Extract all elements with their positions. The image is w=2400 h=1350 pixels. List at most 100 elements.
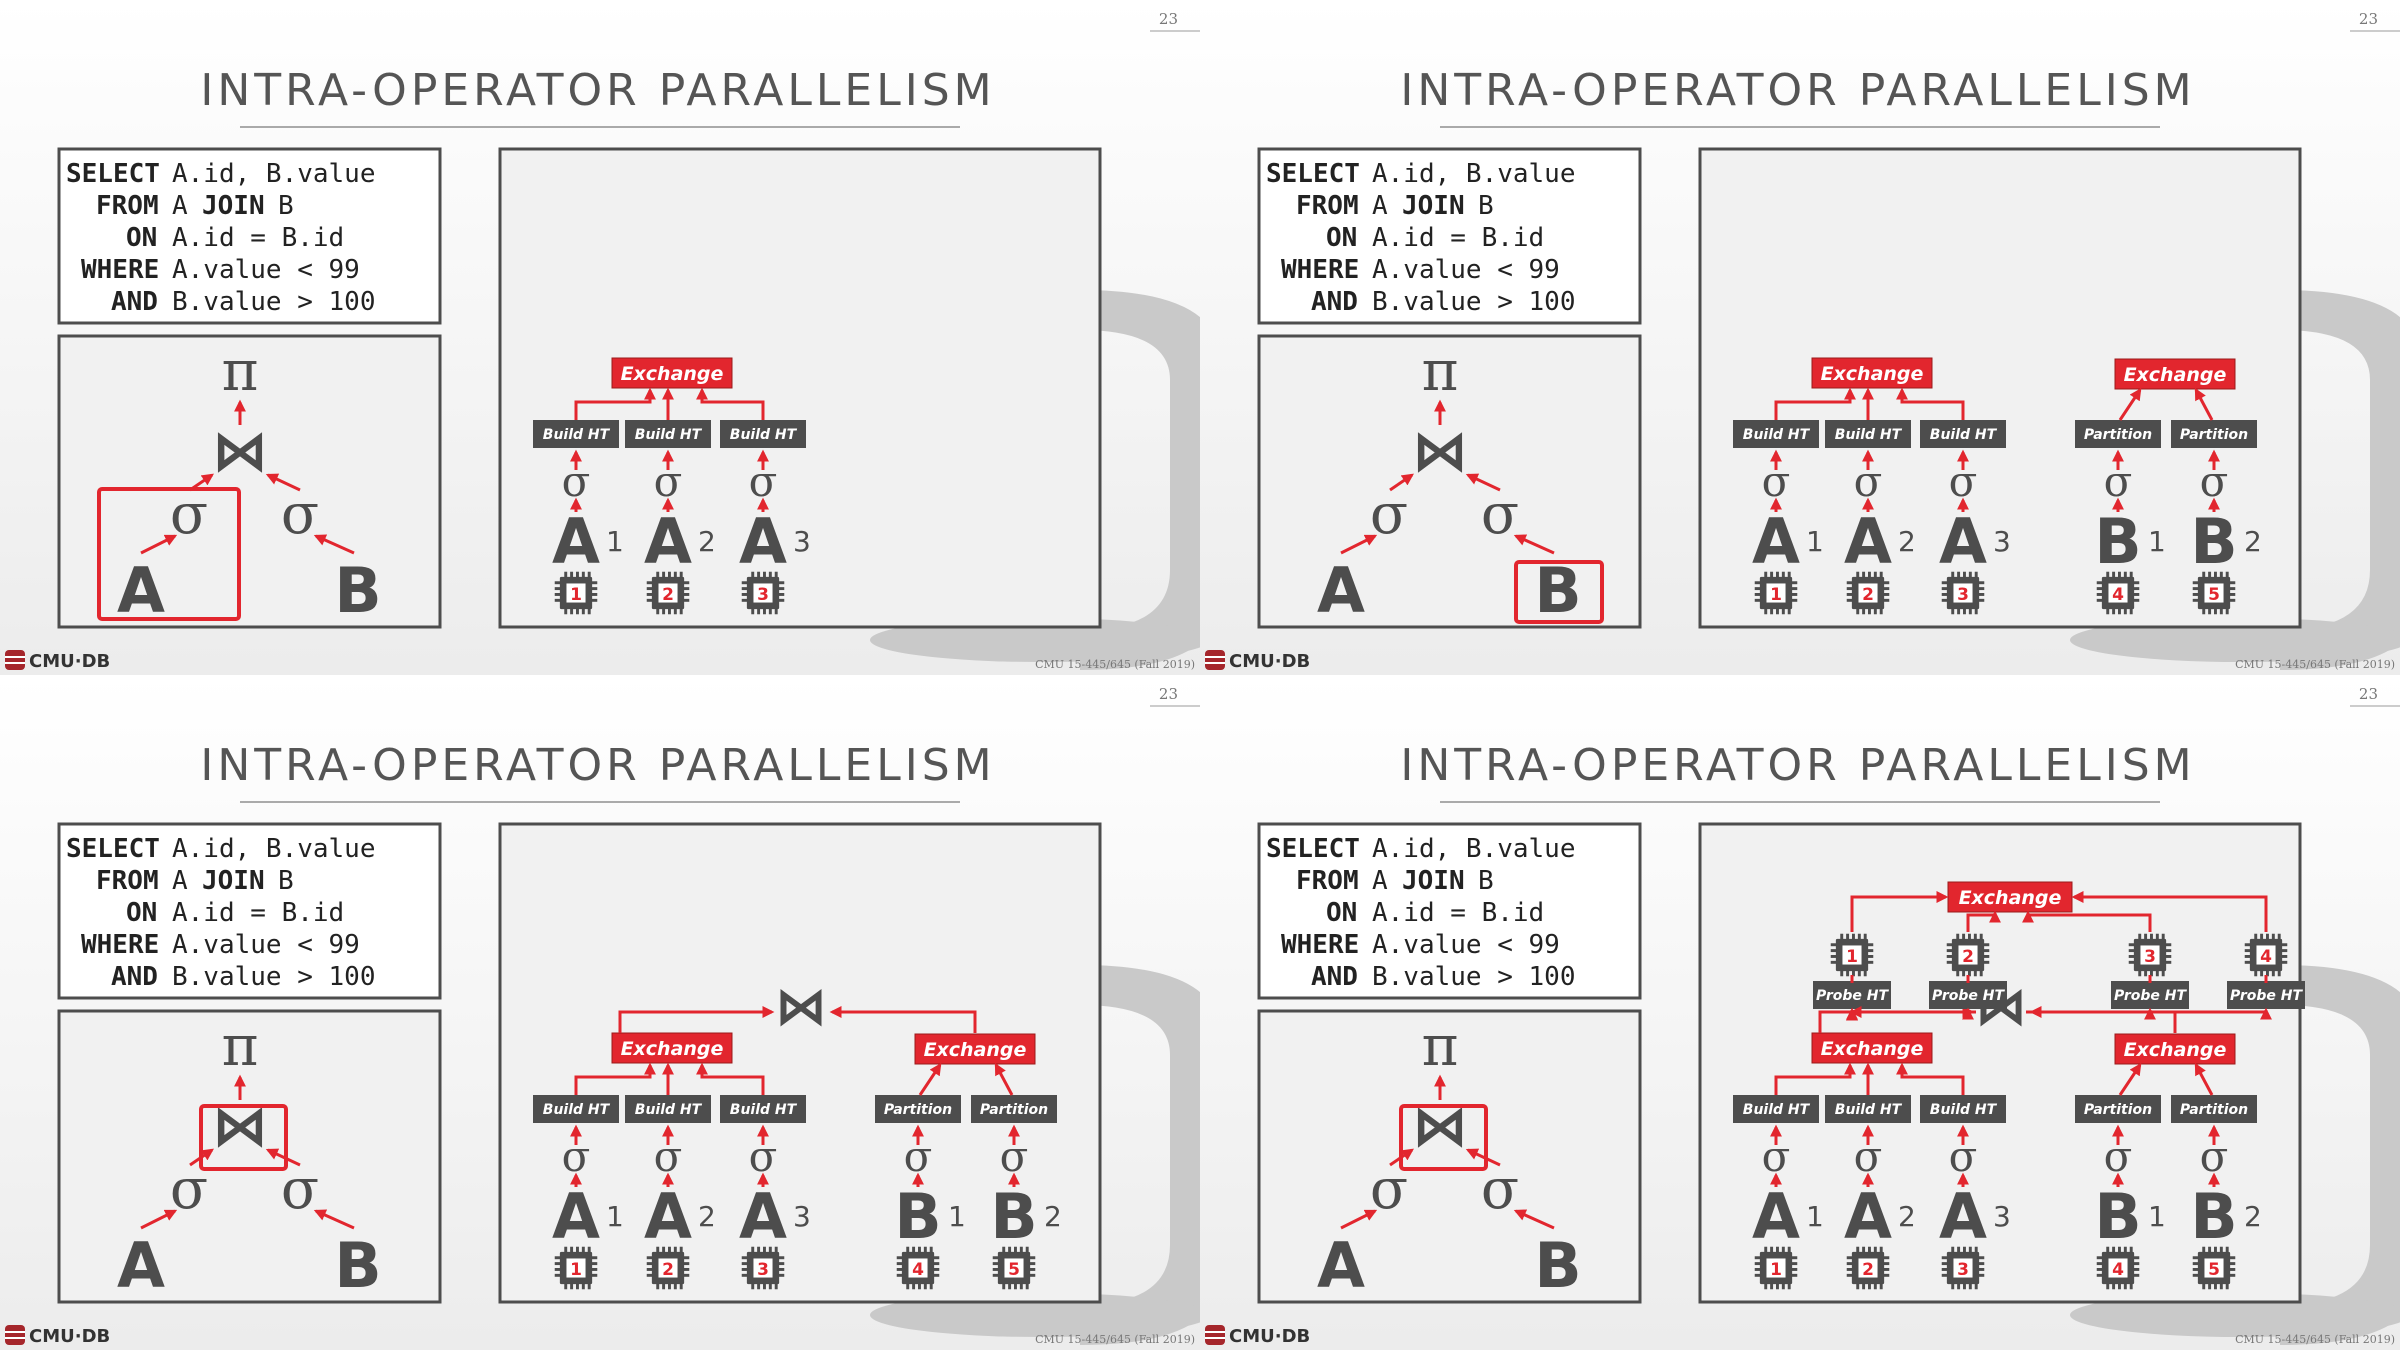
sql-kw-select: SELECT <box>66 834 160 864</box>
flow-arrow <box>918 1063 942 1096</box>
cpu-core-number: 5 <box>1008 1260 1020 1280</box>
cpu-core-icon: 4 <box>2096 1246 2140 1290</box>
partition-box <box>875 1095 961 1123</box>
sql-rest-select: A.id, B.value <box>172 159 376 189</box>
logo-text: CMU·DB <box>1229 651 1310 672</box>
table-letter: A <box>1752 505 1800 578</box>
selection-sigma: σ <box>2104 1132 2133 1181</box>
partition-box <box>2075 1095 2161 1123</box>
cpu-core-icon: 1 <box>1754 1246 1798 1290</box>
flow-arrow <box>265 473 301 492</box>
selection-sigma: σ <box>2200 457 2229 506</box>
partition-box <box>2075 420 2161 448</box>
selection-sigma: σ <box>654 457 683 506</box>
sql-rest-from-a: A <box>172 866 188 896</box>
database-logo-icon <box>1205 650 1225 670</box>
plan-table-a: A <box>117 554 165 627</box>
table-letter: A <box>552 1180 600 1253</box>
table-partition-subscript: 3 <box>793 525 811 558</box>
cpu-core-number: 3 <box>757 585 769 605</box>
sql-rest-select: A.id, B.value <box>172 834 376 864</box>
sql-rest-and: B.value > 100 <box>172 287 376 317</box>
cpu-core-icon: 2 <box>646 571 690 615</box>
flow-arrow <box>618 1006 775 1033</box>
build-ht-label: Build HT <box>1930 427 1998 443</box>
sql-query-box: SELECT A.id, B.value FROM A JOIN B ON A.id = B.… <box>57 147 442 325</box>
sql-rest-from-b: B <box>1478 191 1494 221</box>
sql-query-box: SELECT A.id, B.value FROM A JOIN B ON A.id = B.… <box>1257 147 1642 325</box>
cpu-core-icon: 3 <box>741 571 785 615</box>
table-letter: A <box>1844 1180 1892 1253</box>
cpu-core-icon: 3 <box>1941 571 1985 615</box>
cpu-core-number: 3 <box>757 1260 769 1280</box>
exchange-box <box>2114 358 2236 390</box>
cpu-core-number: 3 <box>2144 947 2156 967</box>
flow-arrow <box>2194 387 2214 421</box>
sql-kw-select: SELECT <box>66 159 160 189</box>
table-letter: A <box>644 1180 692 1253</box>
table-partition-subscript: 1 <box>2148 1200 2166 1233</box>
flow-arrow <box>1513 1209 1555 1230</box>
exchange-label: Exchange <box>1821 1038 1924 1060</box>
cpu-core-icon: 3 <box>741 1246 785 1290</box>
build-ht-box <box>1825 1095 1911 1123</box>
sql-kw-where: WHERE <box>1281 255 1359 285</box>
plan-projection-pi: π <box>1422 1014 1459 1079</box>
database-decoration-base <box>870 1293 1210 1337</box>
sql-rest-from-b: B <box>1478 866 1494 896</box>
flow-arrow <box>2194 1062 2214 1096</box>
sql-kw-select: SELECT <box>1266 159 1360 189</box>
flow-arrow <box>1896 1062 1965 1095</box>
build-ht-box <box>1733 1095 1819 1123</box>
sql-kw-from: FROM <box>1296 866 1359 896</box>
cpu-core-number: 5 <box>2208 585 2220 605</box>
partition-label: Partition <box>2084 1102 2152 1118</box>
plan-table-b: B <box>1534 554 1581 627</box>
build-ht-label: Build HT <box>1835 1102 1903 1118</box>
sql-kw-and: AND <box>1311 962 1358 992</box>
selection-sigma: σ <box>1854 457 1883 506</box>
sql-kw-join: JOIN <box>1402 191 1465 221</box>
cpu-core-number: 2 <box>662 585 674 605</box>
flow-arrow <box>1774 1062 1856 1095</box>
page-number: 23 <box>1159 10 1178 28</box>
exchange-label: Exchange <box>924 1039 1027 1061</box>
sql-kw-select: SELECT <box>1266 834 1360 864</box>
probe-ht-label: Probe HT <box>1932 988 2005 1004</box>
sql-box-frame <box>57 822 442 1000</box>
exchange-label: Exchange <box>2124 364 2227 386</box>
table-partition-subscript: 2 <box>698 1200 716 1233</box>
cpu-core-icon: 2 <box>1846 571 1890 615</box>
partition-label: Partition <box>980 1102 1048 1118</box>
exchange-box <box>611 1032 733 1064</box>
table-partition-subscript: 3 <box>793 1200 811 1233</box>
highlight-box <box>97 487 241 621</box>
execution-frame <box>498 147 1102 629</box>
selection-sigma: σ <box>749 1132 778 1181</box>
plan-projection-pi: π <box>222 1014 259 1079</box>
plan-selection-sigma-b: σ <box>281 482 319 547</box>
cpu-core-icon: 3 <box>1941 1246 1985 1290</box>
sql-kw-and: AND <box>111 962 158 992</box>
table-letter: B <box>2094 1180 2141 1253</box>
table-letter: B <box>2190 505 2237 578</box>
exchange-box <box>2114 1033 2236 1065</box>
database-logo-icon <box>5 1325 25 1345</box>
slide-footer: CMU·DB CMU 15-445/645 (Fall 2019) <box>5 1325 1195 1347</box>
selection-sigma: σ <box>562 457 591 506</box>
database-logo-icon <box>5 650 25 670</box>
sql-box-frame <box>1257 147 1642 325</box>
cpu-core-number: 2 <box>1862 585 1874 605</box>
sql-rest-where: A.value < 99 <box>1372 255 1560 285</box>
query-plan-tree: π⋈σ σA B <box>57 1009 442 1304</box>
logo-text: CMU·DB <box>29 651 110 672</box>
cpu-core-number: 2 <box>662 1260 674 1280</box>
flow-arrow <box>696 387 765 420</box>
selection-sigma: σ <box>749 457 778 506</box>
table-letter: A <box>1844 505 1892 578</box>
flow-arrow <box>1465 473 1501 492</box>
selection-sigma: σ <box>2104 457 2133 506</box>
table-partition-subscript: 1 <box>948 1200 966 1233</box>
